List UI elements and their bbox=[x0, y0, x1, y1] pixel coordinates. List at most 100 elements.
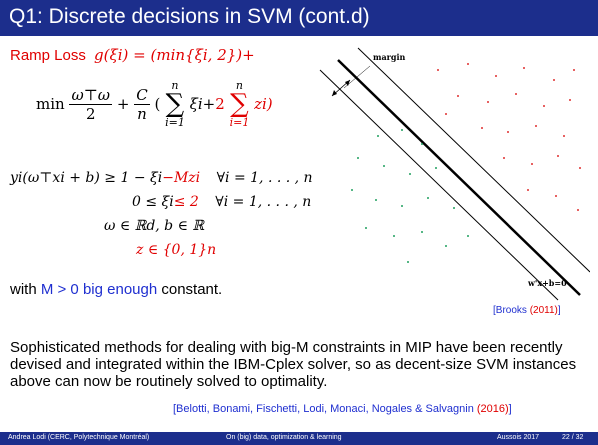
data-point bbox=[531, 163, 533, 165]
ramp-loss-formula: g(ξi) = (min{ξi, 2})+ bbox=[94, 46, 255, 64]
citation-brooks-open: [Brooks bbox=[493, 305, 530, 316]
constraint-4: z ∈ {0, 1}n bbox=[136, 242, 217, 258]
data-point bbox=[445, 113, 447, 115]
summary-paragraph: Sophisticated methods for dealing with b… bbox=[10, 339, 577, 390]
min-operator: min bbox=[36, 95, 65, 113]
red-points bbox=[437, 63, 581, 211]
data-point bbox=[535, 125, 537, 127]
sum-zi-upper: n bbox=[235, 79, 243, 92]
footer-bar: Andrea Lodi (CERC, Polytechnique Montréa… bbox=[0, 432, 598, 445]
data-point bbox=[481, 127, 483, 129]
data-point bbox=[383, 165, 385, 167]
data-point bbox=[573, 69, 575, 71]
margin-line-lower bbox=[357, 47, 590, 273]
margin-label: margin bbox=[373, 52, 405, 62]
footer-talk-title: On (big) data, optimization & learning bbox=[226, 434, 342, 441]
footer-venue: Aussois 2017 bbox=[497, 434, 540, 441]
sum-xi: n ∑ i=1 bbox=[165, 80, 185, 128]
open-paren: ( bbox=[154, 95, 161, 113]
plus-sign: + bbox=[116, 95, 130, 113]
data-point bbox=[503, 157, 505, 159]
margin-leader bbox=[343, 65, 371, 89]
citation-brooks: [Brooks (2011)] bbox=[493, 305, 561, 316]
constraint-1-bigm: −Mzi bbox=[162, 170, 201, 186]
citation-belotti-close: ] bbox=[508, 403, 512, 415]
fraction-omega-numerator: ω⊤ω bbox=[69, 85, 113, 105]
data-point bbox=[543, 105, 545, 107]
data-point bbox=[569, 99, 571, 101]
fraction-c-numerator: C bbox=[134, 85, 150, 105]
data-point bbox=[553, 79, 555, 81]
margin-line-upper bbox=[319, 69, 559, 301]
data-point bbox=[407, 261, 409, 263]
data-point bbox=[563, 135, 565, 137]
constraint-1-range: ∀i = 1, . . . , n bbox=[216, 170, 313, 186]
fraction-omega: ω⊤ω 2 bbox=[69, 85, 113, 123]
sum-xi-body: ξi+ bbox=[189, 95, 216, 113]
citation-belotti-open: [Belotti, Bonami, Fischetti, Lodi, Monac… bbox=[173, 403, 477, 415]
green-points bbox=[351, 129, 469, 263]
objective-function: min ω⊤ω 2 + C n ( n ∑ i=1 ξi+ 2 n ∑ i=1 z… bbox=[36, 80, 273, 128]
data-point bbox=[523, 67, 525, 69]
footer-author: Andrea Lodi (CERC, Polytechnique Montréa… bbox=[8, 434, 150, 441]
data-point bbox=[453, 207, 455, 209]
data-point bbox=[393, 235, 395, 237]
ramp-loss-line: Ramp Loss g(ξi) = (min{ξi, 2})+ bbox=[10, 46, 255, 64]
data-point bbox=[351, 189, 353, 191]
data-point bbox=[375, 199, 377, 201]
data-point bbox=[377, 135, 379, 137]
data-point bbox=[421, 231, 423, 233]
sum-zi-lower: i=1 bbox=[229, 116, 250, 129]
constraint-2: 0 ≤ ξi≤ 2 ∀i = 1, . . . , n bbox=[132, 194, 311, 210]
sum-xi-lower: i=1 bbox=[165, 116, 185, 129]
big-m-note: with M > 0 big enough constant. bbox=[10, 281, 222, 298]
sum-zi-body: zi) bbox=[254, 95, 273, 113]
constraint-2-range: ∀i = 1, . . . , n bbox=[215, 194, 312, 210]
sigma-icon: ∑ bbox=[165, 89, 185, 119]
data-point bbox=[357, 157, 359, 159]
data-point bbox=[555, 195, 557, 197]
data-point bbox=[579, 167, 581, 169]
data-point bbox=[445, 245, 447, 247]
data-point bbox=[467, 63, 469, 65]
sum-xi-upper: n bbox=[171, 79, 179, 92]
data-point bbox=[427, 197, 429, 199]
constraint-3: ω ∈ ℝd, b ∈ ℝ bbox=[104, 218, 205, 234]
data-point bbox=[507, 131, 509, 133]
fraction-omega-denominator: 2 bbox=[85, 104, 96, 123]
sigma-icon: ∑ bbox=[230, 89, 249, 119]
data-point bbox=[495, 75, 497, 77]
data-point bbox=[515, 93, 517, 95]
data-point bbox=[435, 167, 437, 169]
data-point bbox=[401, 205, 403, 207]
constraint-2-left: 0 ≤ ξi bbox=[132, 194, 174, 210]
citation-belotti-year: (2016) bbox=[476, 403, 509, 415]
constraint-1: yi(ω⊤xi + b) ≥ 1 − ξi−Mzi ∀i = 1, . . . … bbox=[10, 170, 313, 186]
big-m-prefix: with bbox=[10, 281, 41, 298]
title-bar: Q1: Discrete decisions in SVM (cont.d) bbox=[0, 0, 598, 36]
constraint-1-left: yi(ω⊤xi + b) ≥ 1 − ξi bbox=[10, 170, 163, 186]
big-m-suffix: constant. bbox=[157, 281, 223, 298]
data-point bbox=[557, 155, 559, 157]
citation-brooks-close: ] bbox=[557, 305, 561, 316]
data-point bbox=[365, 227, 367, 229]
hyperplane-line bbox=[337, 59, 581, 296]
citation-belotti: [Belotti, Bonami, Fischetti, Lodi, Monac… bbox=[173, 403, 512, 415]
fraction-c-over-n: C n bbox=[134, 85, 150, 123]
svm-diagram: margin w'x+b=0 bbox=[319, 47, 590, 301]
data-point bbox=[487, 101, 489, 103]
fraction-n-denominator: n bbox=[137, 104, 147, 123]
data-point bbox=[421, 143, 423, 145]
data-point bbox=[457, 95, 459, 97]
data-point bbox=[401, 129, 403, 131]
data-point bbox=[527, 189, 529, 191]
footer-page-number: 22 / 32 bbox=[562, 434, 584, 441]
data-point bbox=[577, 209, 579, 211]
data-point bbox=[437, 69, 439, 71]
data-point bbox=[409, 173, 411, 175]
ramp-loss-label: Ramp Loss bbox=[10, 47, 86, 64]
citation-brooks-year: (2011) bbox=[529, 305, 558, 316]
arrow-head-icon bbox=[332, 90, 337, 96]
data-point bbox=[467, 235, 469, 237]
